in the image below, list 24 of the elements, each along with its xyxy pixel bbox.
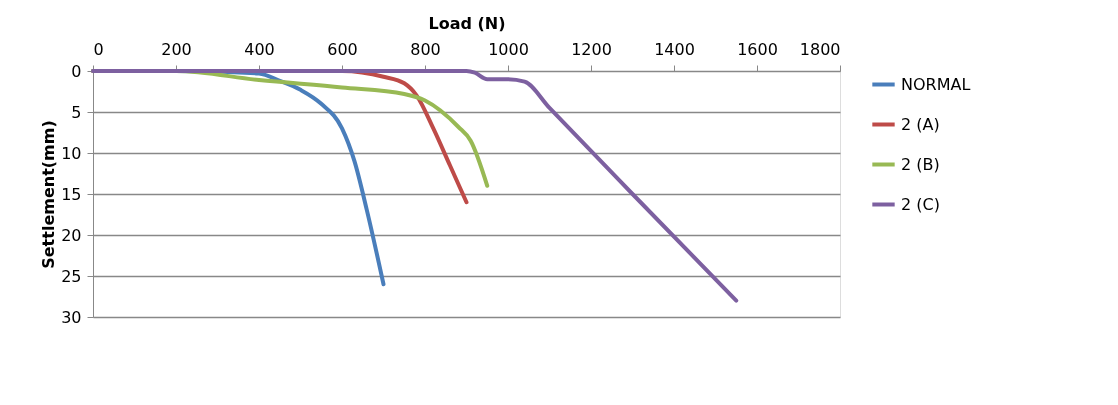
y-tick-label: 25 (61, 266, 82, 286)
line-series (91, 69, 739, 303)
x-tick-label: 0 (93, 39, 104, 59)
x-tick-label: 1800 (799, 39, 841, 59)
x-tick-label: 400 (244, 39, 275, 59)
legend-label: 2 (B) (901, 154, 940, 174)
y-axis-title: Settlement(mm) (39, 120, 59, 269)
x-tick-label: 1200 (571, 39, 612, 59)
x-tick-label: 800 (410, 39, 441, 59)
x-tick-label: 600 (327, 39, 358, 59)
y-tick-label: 15 (61, 184, 82, 204)
y-tick-label: 10 (61, 143, 82, 163)
x-tick-label: 1600 (737, 39, 778, 59)
x-tick-label: 1000 (488, 39, 529, 59)
x-tick-label: 200 (161, 39, 192, 59)
legend-label: 2 (C) (901, 194, 940, 214)
y-tick-label: 20 (61, 225, 82, 245)
y-tick-label: 5 (71, 102, 82, 122)
y-tick-label: 30 (61, 307, 82, 327)
x-tick-label: 1400 (654, 39, 695, 59)
x-axis-title: Load (N) (428, 13, 506, 33)
y-tick-label: 0 (71, 61, 82, 81)
legend-label: 2 (A) (901, 114, 940, 134)
legend-label: NORMAL (901, 74, 971, 94)
